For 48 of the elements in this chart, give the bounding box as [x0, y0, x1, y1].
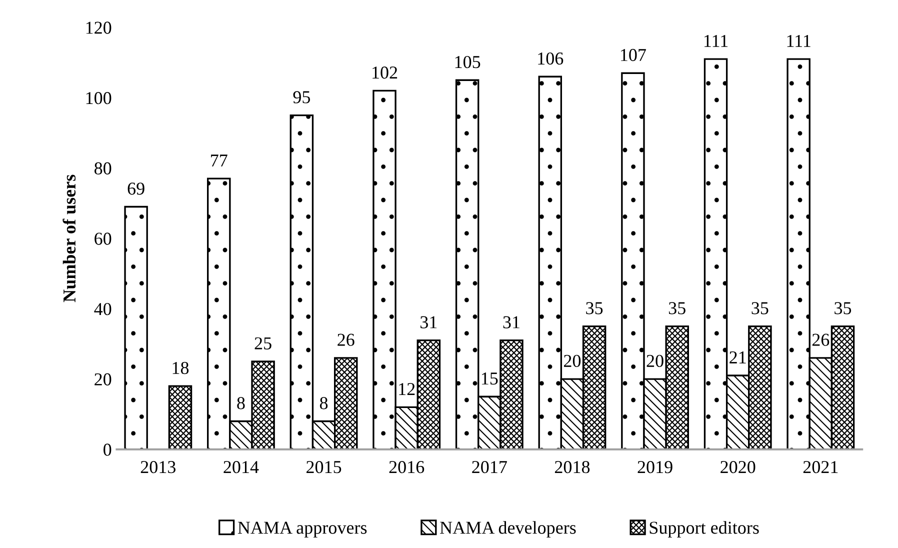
x-tick-label: 2016 [389, 460, 424, 474]
data-label: 26 [338, 334, 354, 346]
x-tick-label: 2014 [224, 460, 259, 474]
bar [124, 206, 148, 450]
y-tick-label: 80 [94, 162, 112, 174]
data-label: 77 [211, 154, 228, 166]
data-label: 15 [482, 372, 498, 385]
x-tick-label: 2017 [472, 460, 507, 474]
y-tick-label: 20 [94, 373, 112, 386]
data-label: 20 [564, 354, 581, 368]
legend-label: Support editors [650, 521, 759, 538]
data-label: 8 [237, 397, 245, 410]
data-label: 35 [834, 302, 852, 314]
data-label: 95 [293, 91, 310, 104]
bar [168, 385, 192, 450]
data-label: 105 [455, 56, 480, 68]
legend-label: NAMA approvers [238, 522, 367, 538]
y-tick-label: 100 [86, 92, 112, 104]
data-label: 35 [668, 302, 686, 314]
data-label: 35 [586, 302, 603, 314]
data-label: 69 [128, 182, 144, 195]
data-label: 25 [254, 337, 272, 350]
x-tick-label: 2018 [554, 460, 590, 474]
data-label: 102 [372, 66, 398, 79]
y-axis-title: Number of users [62, 174, 76, 302]
data-label: 18 [172, 362, 189, 374]
x-tick-label: 2020 [720, 460, 756, 474]
legend-label: NAMA developers [440, 521, 576, 538]
x-tick-label: 2015 [306, 460, 342, 474]
y-tick-label: 40 [94, 302, 112, 316]
data-label: 31 [420, 316, 437, 328]
data-label: 106 [538, 52, 564, 65]
data-label: 111 [787, 34, 810, 47]
data-label: 26 [812, 334, 830, 346]
x-tick-label: 2019 [638, 460, 672, 474]
data-label: 35 [752, 302, 768, 314]
data-label: 12 [399, 383, 415, 395]
data-label: 107 [621, 48, 646, 62]
data-label: 111 [704, 34, 728, 47]
y-tick-label: 60 [94, 232, 112, 245]
x-tick-label: 2013 [140, 460, 176, 474]
data-label: 21 [730, 351, 746, 364]
y-tick-label: 0 [104, 444, 112, 456]
data-label: 8 [320, 397, 328, 410]
data-label: 20 [646, 354, 664, 368]
x-tick-label: 2021 [803, 460, 838, 474]
data-label: 31 [503, 316, 520, 328]
y-tick-label: 120 [86, 22, 112, 34]
